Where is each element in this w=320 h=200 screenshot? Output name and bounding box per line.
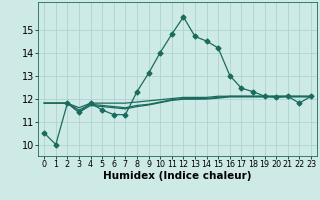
X-axis label: Humidex (Indice chaleur): Humidex (Indice chaleur) (103, 171, 252, 181)
